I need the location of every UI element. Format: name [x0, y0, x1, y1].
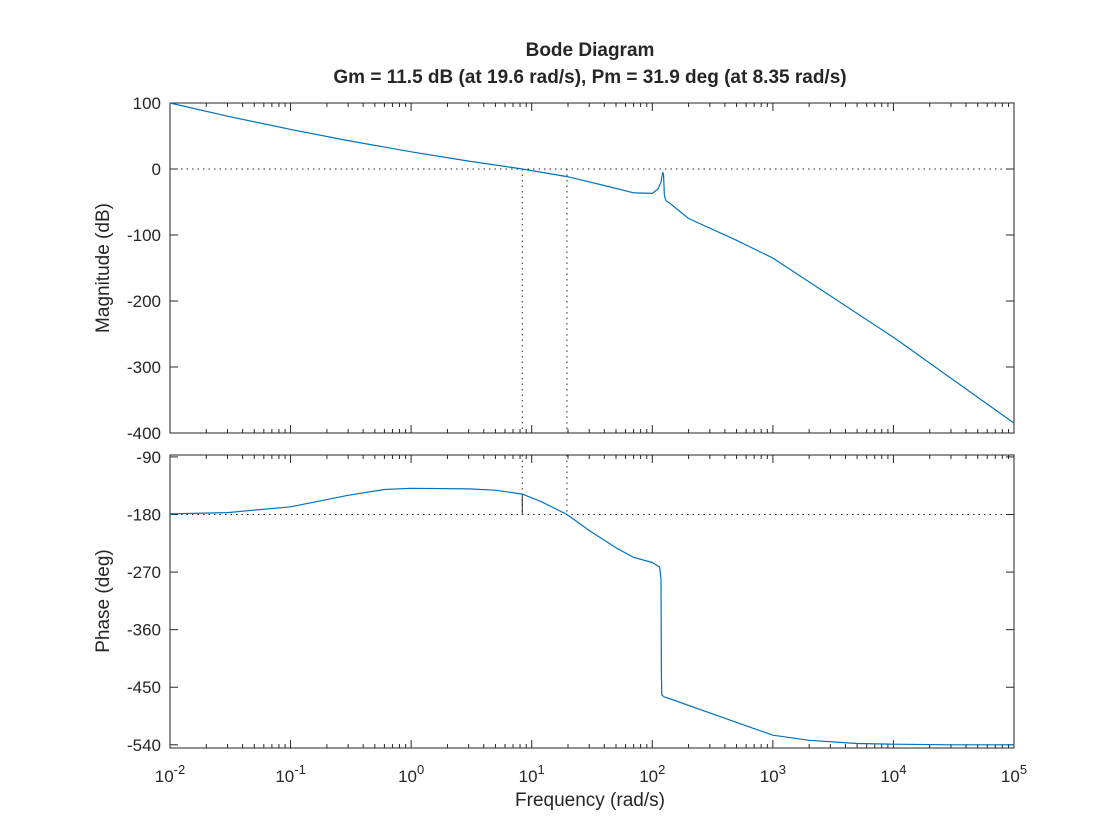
x-tick-label: 102 — [639, 762, 665, 786]
magnitude-y-tick-label: -300 — [127, 358, 161, 377]
phase-y-tick-label: -360 — [127, 621, 161, 640]
x-tick-label: 10-1 — [275, 762, 305, 786]
phase-y-tick-label: -540 — [127, 736, 161, 755]
phase-y-tick-label: -180 — [127, 505, 161, 524]
x-tick-label: 105 — [1001, 762, 1027, 786]
magnitude-axes-box — [169, 102, 1015, 434]
phase-y-tick-label: -90 — [136, 448, 161, 467]
magnitude-y-tick-label: -200 — [127, 292, 161, 311]
phase-y-tick-label: -270 — [127, 563, 161, 582]
magnitude-y-tick-label: 100 — [133, 94, 161, 113]
magnitude-y-tick-label: -400 — [127, 424, 161, 443]
magnitude-y-tick-label: -100 — [127, 226, 161, 245]
x-tick-label: 100 — [398, 762, 424, 786]
magnitude-plot: 100 0 -100 -200 -300 -400 — [127, 94, 1015, 443]
magnitude-series-line — [169, 102, 1015, 424]
x-tick-label: 10-2 — [155, 762, 185, 786]
phase-y-tick-label: -450 — [127, 678, 161, 697]
phase-plot: -90 -180 -270 -360 -450 -540 10-2 10-1 100 101 102… — [127, 448, 1027, 786]
chart-subtitle: Gm = 11.5 dB (at 19.6 rad/s), Pm = 31.9 … — [333, 67, 846, 88]
phase-y-axis-label: Phase (deg) — [93, 549, 114, 653]
phase-axes-box — [169, 454, 1015, 749]
x-tick-label: 101 — [519, 762, 545, 786]
phase-series-line — [169, 487, 1014, 746]
magnitude-y-tick-label: 0 — [152, 160, 161, 179]
x-axis-label: Frequency (rad/s) — [515, 790, 665, 811]
magnitude-y-axis-label: Magnitude (dB) — [93, 203, 114, 333]
chart-title: Bode Diagram — [526, 40, 655, 61]
x-tick-label: 104 — [880, 762, 906, 786]
x-tick-label: 103 — [760, 762, 786, 786]
